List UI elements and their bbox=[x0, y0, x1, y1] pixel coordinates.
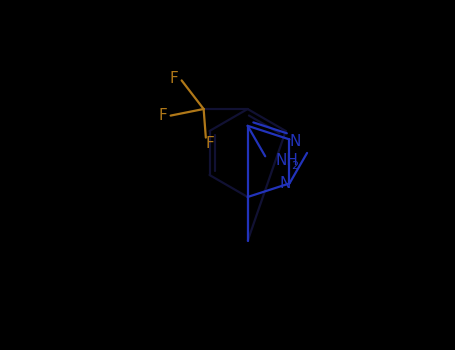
Text: N: N bbox=[280, 176, 291, 191]
Text: F: F bbox=[206, 136, 214, 151]
Text: F: F bbox=[169, 71, 178, 86]
Text: N: N bbox=[290, 134, 301, 149]
Text: NH: NH bbox=[275, 153, 298, 168]
Text: F: F bbox=[158, 108, 167, 123]
Text: 2: 2 bbox=[291, 161, 298, 171]
